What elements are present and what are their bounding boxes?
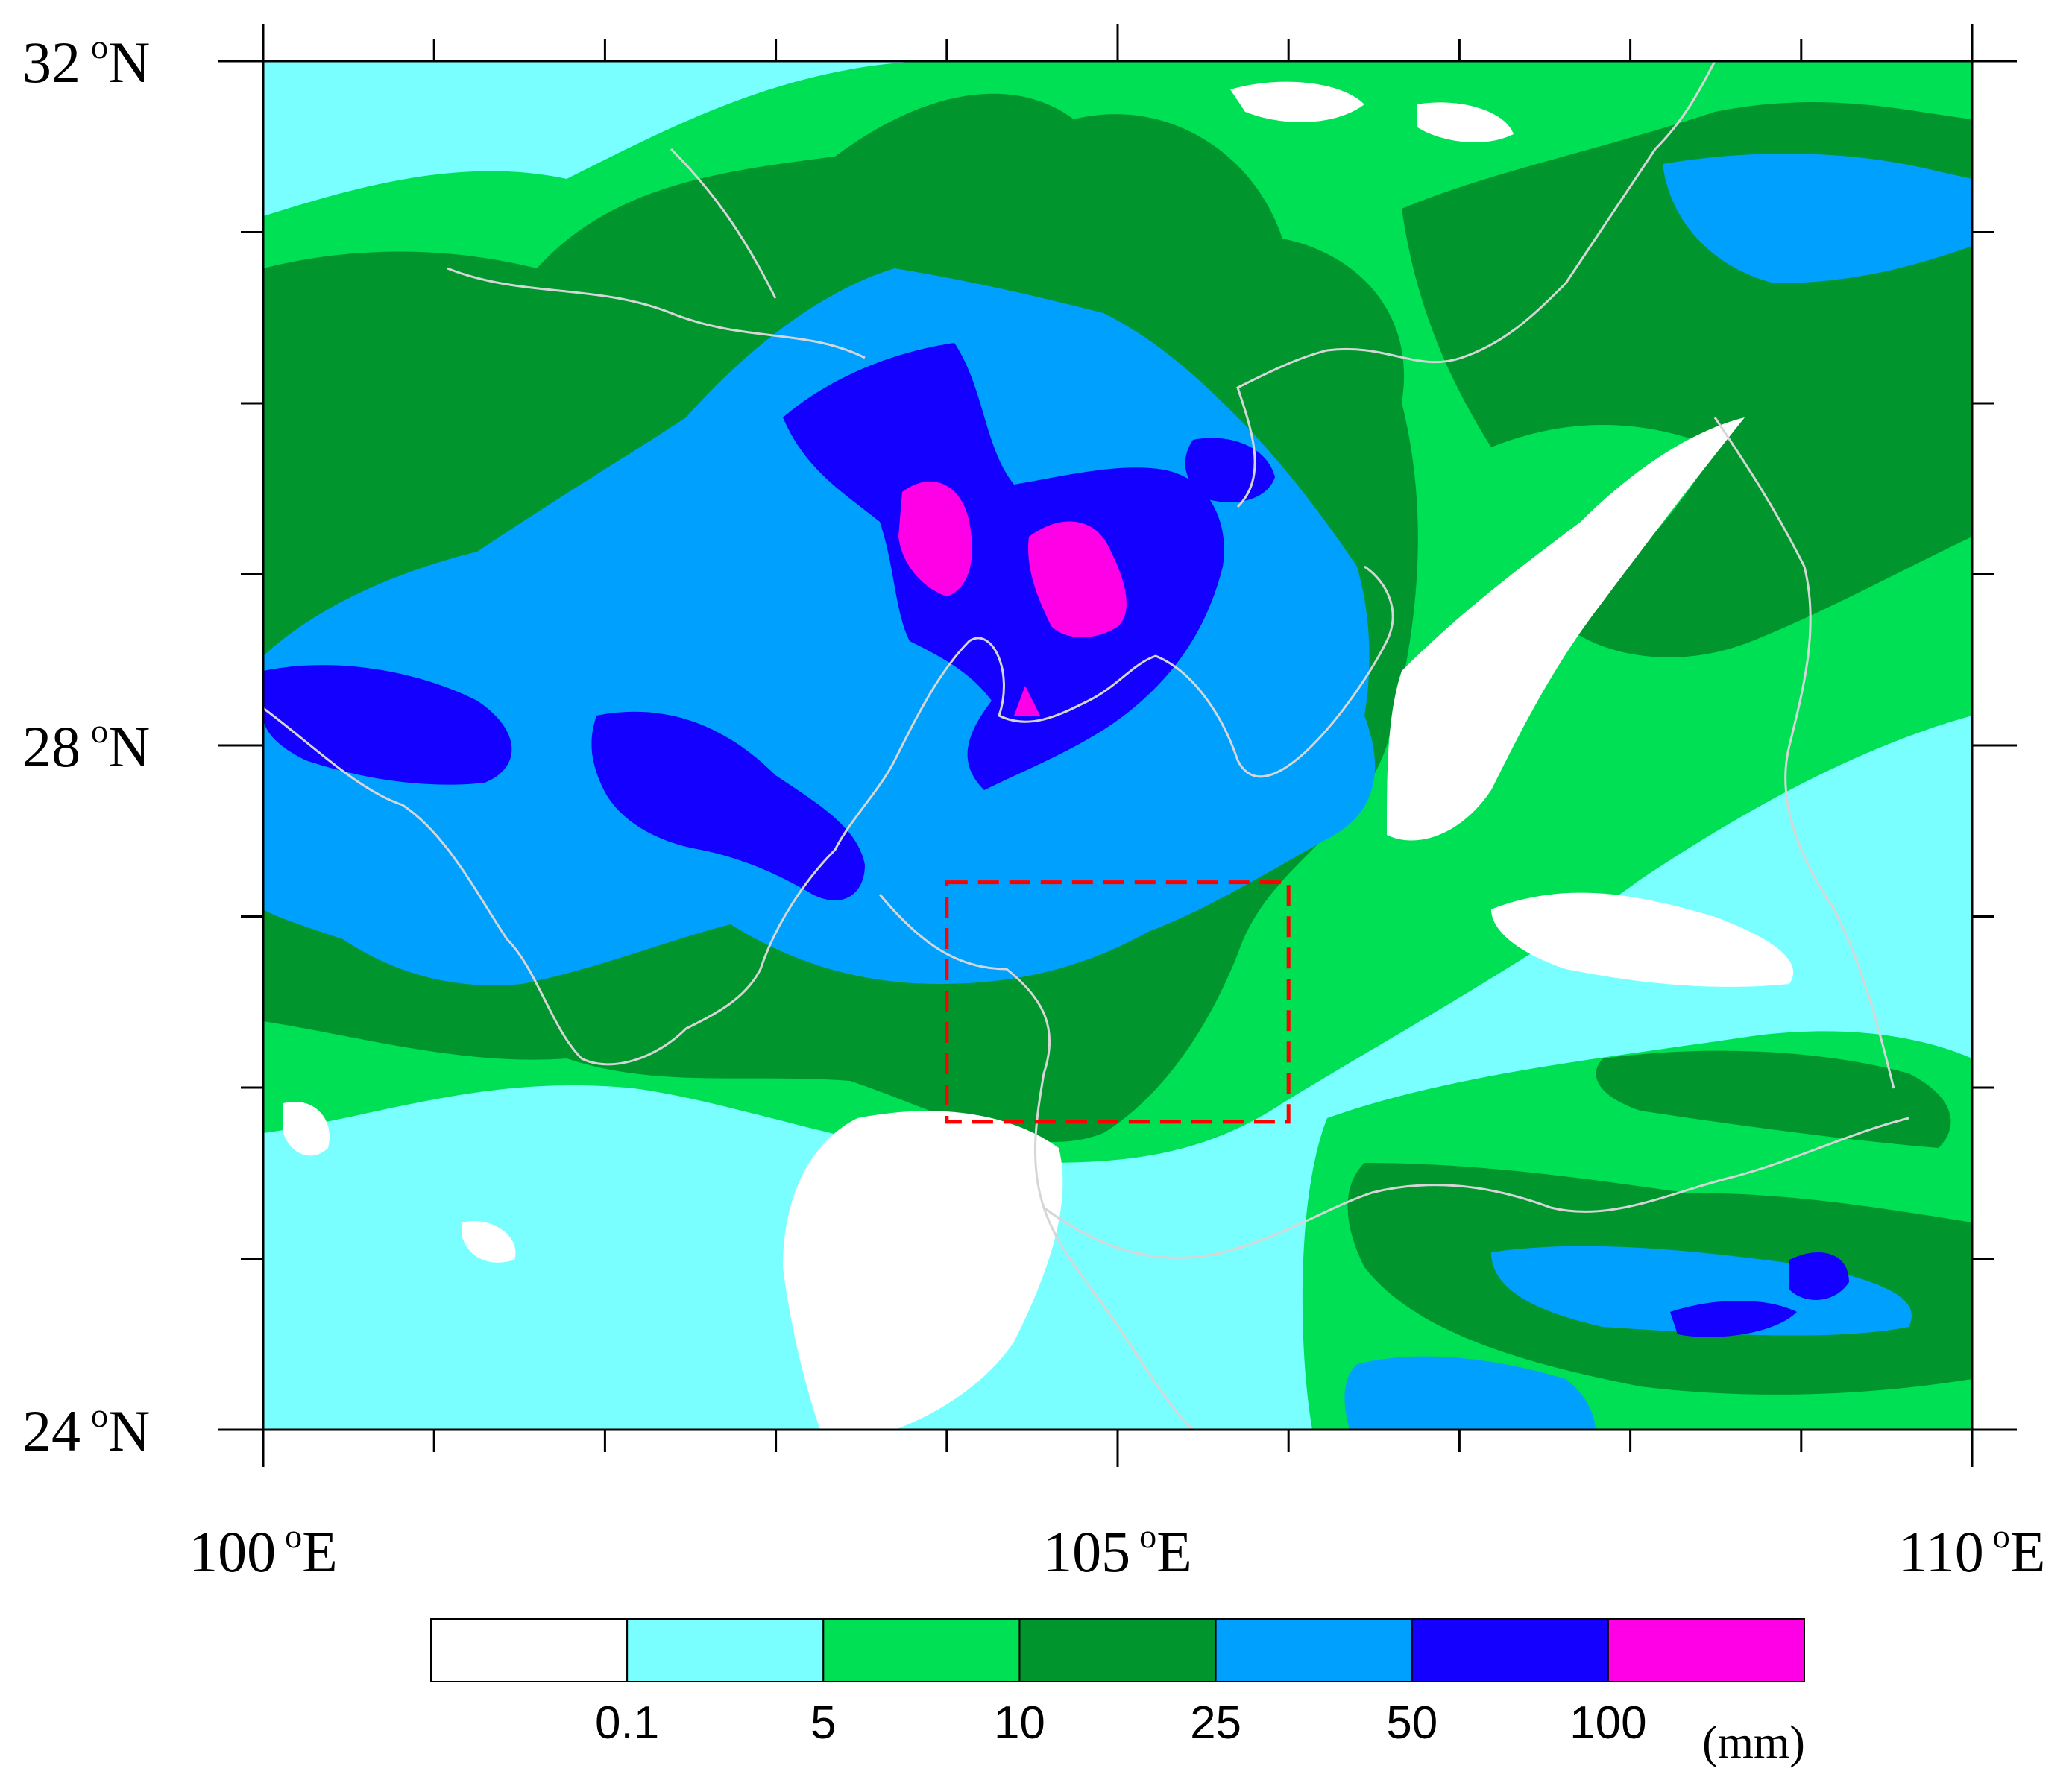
zone-white-s <box>783 1111 1063 1430</box>
zone-darkblue-w <box>263 665 512 785</box>
zone-darkgreen-e <box>1596 1050 1951 1148</box>
zone-blue-ne <box>1663 154 1972 283</box>
colorbar-swatch <box>1018 1618 1217 1682</box>
lon-label: 105 oE <box>1043 1517 1192 1584</box>
colorbar-swatch <box>1411 1618 1609 1682</box>
zone-magenta-3 <box>1014 686 1040 716</box>
colorbar-unit: (mm) <box>1702 1717 1805 1768</box>
study-region-box <box>945 880 1291 1124</box>
lon-label: 100 oE <box>189 1517 338 1584</box>
latitude-labels: 32 oN 28 oN 24 oN <box>22 28 150 1463</box>
colorbar-swatch <box>1215 1618 1413 1682</box>
colorbar-label: 50 <box>1386 1697 1438 1749</box>
map-frame <box>218 24 2017 1467</box>
lat-label: 32 oN <box>22 28 150 95</box>
colorbar-label: 5 <box>810 1697 836 1749</box>
longitude-labels: 100 oE 105 oE 110 oE <box>189 1517 2045 1584</box>
zone-magenta-1 <box>898 481 972 596</box>
colorbar-swatch <box>430 1618 629 1682</box>
colorbar-label: 100 <box>1569 1697 1646 1749</box>
lat-label: 24 oN <box>22 1396 150 1463</box>
colorbar-swatch <box>1607 1618 1806 1682</box>
zone-white-sw <box>283 1102 516 1263</box>
zone-darkblue-ne <box>1185 438 1275 502</box>
lat-label: 28 oN <box>22 712 150 779</box>
zone-darkblue-c <box>591 711 865 900</box>
colorbar: 0.1 5 10 25 50 100 (mm) <box>430 1618 1806 1768</box>
colorbar-label: 0.1 <box>595 1697 659 1749</box>
zone-white-se <box>1491 892 1794 987</box>
zone-white-n <box>1230 81 1514 142</box>
zone-blue <box>263 268 1376 985</box>
colorbar-label: 10 <box>994 1697 1045 1749</box>
lon-label: 110 oE <box>1899 1517 2046 1584</box>
province-borders <box>263 61 1909 1430</box>
zone-blue-sw <box>1344 1356 1596 1430</box>
axis-ticks <box>218 24 2017 1467</box>
colorbar-swatch <box>822 1618 1021 1682</box>
zone-darkblue-se <box>1670 1252 1849 1337</box>
rainfall-field <box>263 61 1972 1430</box>
colorbar-swatch <box>626 1618 825 1682</box>
zone-magenta-2 <box>1028 521 1127 637</box>
zone-darkblue <box>783 343 1224 790</box>
colorbar-label: 25 <box>1190 1697 1241 1749</box>
zone-white-e <box>1387 417 1745 841</box>
